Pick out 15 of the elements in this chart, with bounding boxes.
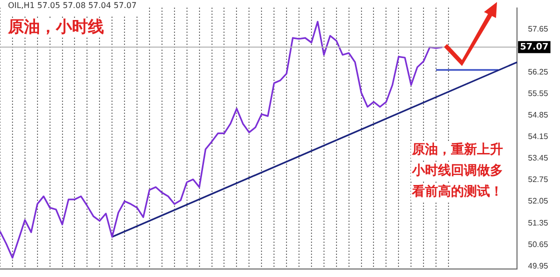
y-tick-label: 54.15 (528, 132, 549, 142)
y-tick-label: 52.75 (528, 175, 549, 184)
y-tick-label: 53.45 (528, 154, 549, 163)
y-tick-label: 50.65 (528, 240, 549, 249)
y-tick-label: 54.85 (528, 110, 549, 120)
annotation: 原油，重新上升小时线回调做多看前高的测试！ (411, 141, 503, 200)
text: 原油，小时线 (7, 17, 104, 36)
y-tick-label: 52.05 (528, 196, 549, 206)
y-tick-label: 51.35 (528, 218, 549, 228)
y-tick-label: 56.25 (528, 68, 549, 77)
y-tick-label: 55.55 (528, 89, 549, 98)
annotation: OIL,H1 57.05 57.08 57.04 57.07 (8, 1, 137, 10)
y-tick-label: 57.65 (528, 24, 549, 34)
y-tick-label: 49.95 (528, 261, 549, 270)
ref-line-label: 57.07 (520, 42, 548, 53)
